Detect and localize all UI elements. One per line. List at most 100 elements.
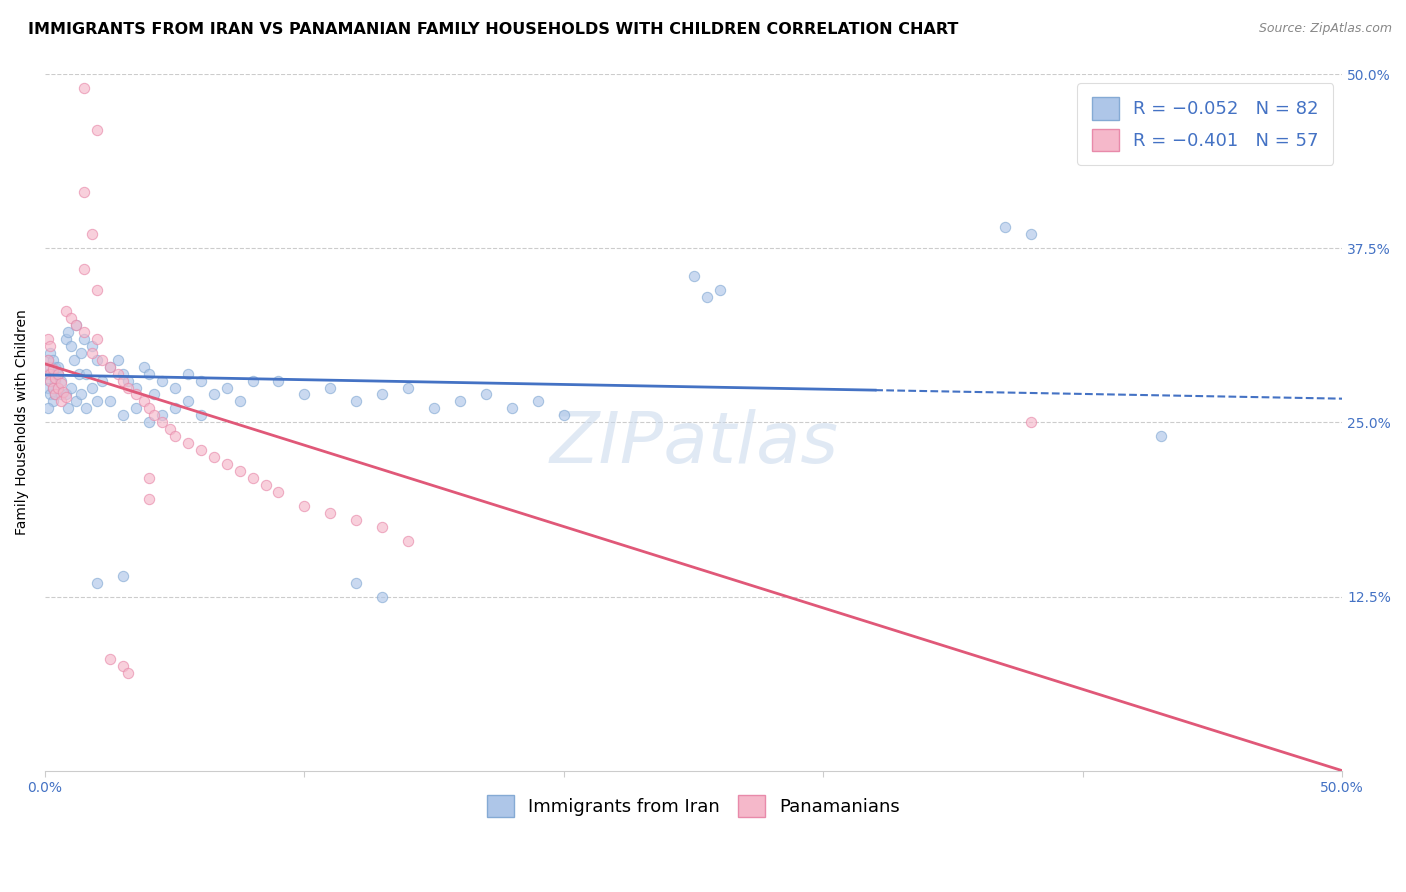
Point — [44, 387, 66, 401]
Point — [142, 387, 165, 401]
Point — [86, 575, 108, 590]
Point — [1019, 415, 1042, 429]
Point — [98, 359, 121, 374]
Point — [76, 401, 98, 416]
Point — [65, 318, 87, 332]
Point — [423, 401, 446, 416]
Point — [39, 359, 62, 374]
Point — [86, 394, 108, 409]
Point — [696, 290, 718, 304]
Point — [80, 227, 103, 242]
Point — [202, 387, 225, 401]
Point — [163, 429, 186, 443]
Point — [58, 401, 80, 416]
Point — [163, 401, 186, 416]
Point — [501, 401, 523, 416]
Point — [294, 499, 316, 513]
Point — [176, 436, 198, 450]
Point — [107, 367, 129, 381]
Point — [111, 659, 134, 673]
Point — [39, 387, 62, 401]
Point — [242, 374, 264, 388]
Text: ZIPatlas: ZIPatlas — [550, 409, 838, 478]
Point — [111, 367, 134, 381]
Point — [37, 359, 59, 374]
Point — [52, 384, 75, 399]
Point — [44, 359, 66, 374]
Point — [190, 374, 212, 388]
Point — [55, 387, 77, 401]
Point — [70, 387, 93, 401]
Point — [98, 394, 121, 409]
Point — [73, 262, 96, 277]
Point — [150, 374, 173, 388]
Point — [138, 415, 160, 429]
Point — [39, 374, 62, 388]
Point — [319, 506, 342, 520]
Point — [73, 332, 96, 346]
Point — [55, 304, 77, 318]
Point — [132, 359, 155, 374]
Point — [553, 409, 575, 423]
Point — [59, 310, 82, 325]
Point — [59, 380, 82, 394]
Point — [228, 464, 250, 478]
Point — [709, 283, 731, 297]
Text: IMMIGRANTS FROM IRAN VS PANAMANIAN FAMILY HOUSEHOLDS WITH CHILDREN CORRELATION C: IMMIGRANTS FROM IRAN VS PANAMANIAN FAMIL… — [28, 22, 959, 37]
Point — [190, 409, 212, 423]
Point — [98, 652, 121, 666]
Point — [49, 376, 72, 391]
Point — [242, 471, 264, 485]
Point — [73, 81, 96, 95]
Legend: Immigrants from Iran, Panamanians: Immigrants from Iran, Panamanians — [479, 788, 908, 824]
Point — [65, 318, 87, 332]
Point — [344, 575, 367, 590]
Text: Source: ZipAtlas.com: Source: ZipAtlas.com — [1258, 22, 1392, 36]
Point — [80, 339, 103, 353]
Point — [44, 371, 66, 385]
Point — [73, 186, 96, 200]
Point — [371, 387, 394, 401]
Point — [111, 374, 134, 388]
Point — [91, 352, 114, 367]
Point — [176, 394, 198, 409]
Point — [111, 409, 134, 423]
Point — [73, 325, 96, 339]
Point — [132, 394, 155, 409]
Point — [70, 345, 93, 359]
Point — [39, 367, 62, 381]
Point — [138, 471, 160, 485]
Point — [49, 394, 72, 409]
Point — [55, 332, 77, 346]
Point — [42, 362, 65, 376]
Point — [682, 268, 704, 283]
Point — [86, 352, 108, 367]
Point — [46, 367, 69, 381]
Point — [39, 345, 62, 359]
Point — [39, 339, 62, 353]
Point — [80, 345, 103, 359]
Point — [37, 332, 59, 346]
Point — [49, 374, 72, 388]
Point — [1019, 227, 1042, 242]
Point — [371, 590, 394, 604]
Point — [344, 513, 367, 527]
Point — [449, 394, 471, 409]
Point — [202, 450, 225, 465]
Point — [228, 394, 250, 409]
Point — [55, 390, 77, 404]
Point — [267, 485, 290, 500]
Point — [107, 352, 129, 367]
Point — [138, 367, 160, 381]
Point — [42, 394, 65, 409]
Point — [125, 387, 148, 401]
Point — [65, 394, 87, 409]
Point — [86, 283, 108, 297]
Point — [176, 367, 198, 381]
Point — [111, 568, 134, 582]
Point — [371, 520, 394, 534]
Point — [58, 325, 80, 339]
Point — [190, 443, 212, 458]
Point — [86, 122, 108, 136]
Point — [117, 380, 139, 394]
